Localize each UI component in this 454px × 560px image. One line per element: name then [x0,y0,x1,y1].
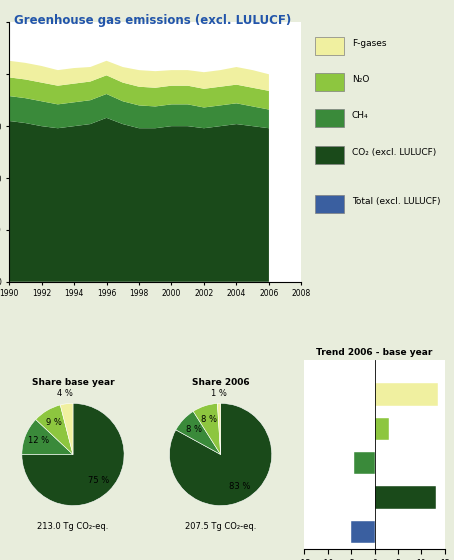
Wedge shape [22,403,124,506]
Text: 4 %: 4 % [57,389,73,398]
Text: 8 %: 8 % [186,425,202,434]
Text: 8 %: 8 % [201,415,217,424]
Text: 83 %: 83 % [229,482,250,491]
Wedge shape [36,405,73,455]
Text: 1 %: 1 % [211,389,227,398]
FancyBboxPatch shape [315,109,344,128]
Text: 75 %: 75 % [89,476,109,485]
Text: 9 %: 9 % [46,418,62,427]
Wedge shape [60,403,73,455]
Title: Share base year: Share base year [32,378,114,387]
Text: F-gases: F-gases [352,39,386,48]
Wedge shape [176,411,221,455]
Bar [351,520,375,543]
Wedge shape [169,403,272,506]
Bar [375,486,435,508]
Text: CH₄: CH₄ [352,111,369,120]
Title: Share 2006: Share 2006 [192,378,249,387]
Text: 213.0 Tg CO₂-eq.: 213.0 Tg CO₂-eq. [37,521,109,531]
FancyBboxPatch shape [315,73,344,91]
Title: Trend 2006 - base year: Trend 2006 - base year [316,348,433,357]
Bar [354,452,375,474]
Text: N₂O: N₂O [352,75,369,84]
Text: Greenhouse gas emissions (excl. LULUCF): Greenhouse gas emissions (excl. LULUCF) [14,14,291,27]
Bar [375,418,389,440]
Bar [375,383,438,405]
FancyBboxPatch shape [315,146,344,164]
Wedge shape [22,419,73,455]
FancyBboxPatch shape [315,36,344,55]
Text: Total (excl. LULUCF): Total (excl. LULUCF) [352,197,440,206]
Text: 12 %: 12 % [28,436,49,445]
Wedge shape [217,403,221,455]
Text: CO₂ (excl. LULUCF): CO₂ (excl. LULUCF) [352,148,436,157]
FancyBboxPatch shape [315,195,344,213]
Wedge shape [193,403,221,455]
Text: 207.5 Tg CO₂-eq.: 207.5 Tg CO₂-eq. [185,521,257,531]
